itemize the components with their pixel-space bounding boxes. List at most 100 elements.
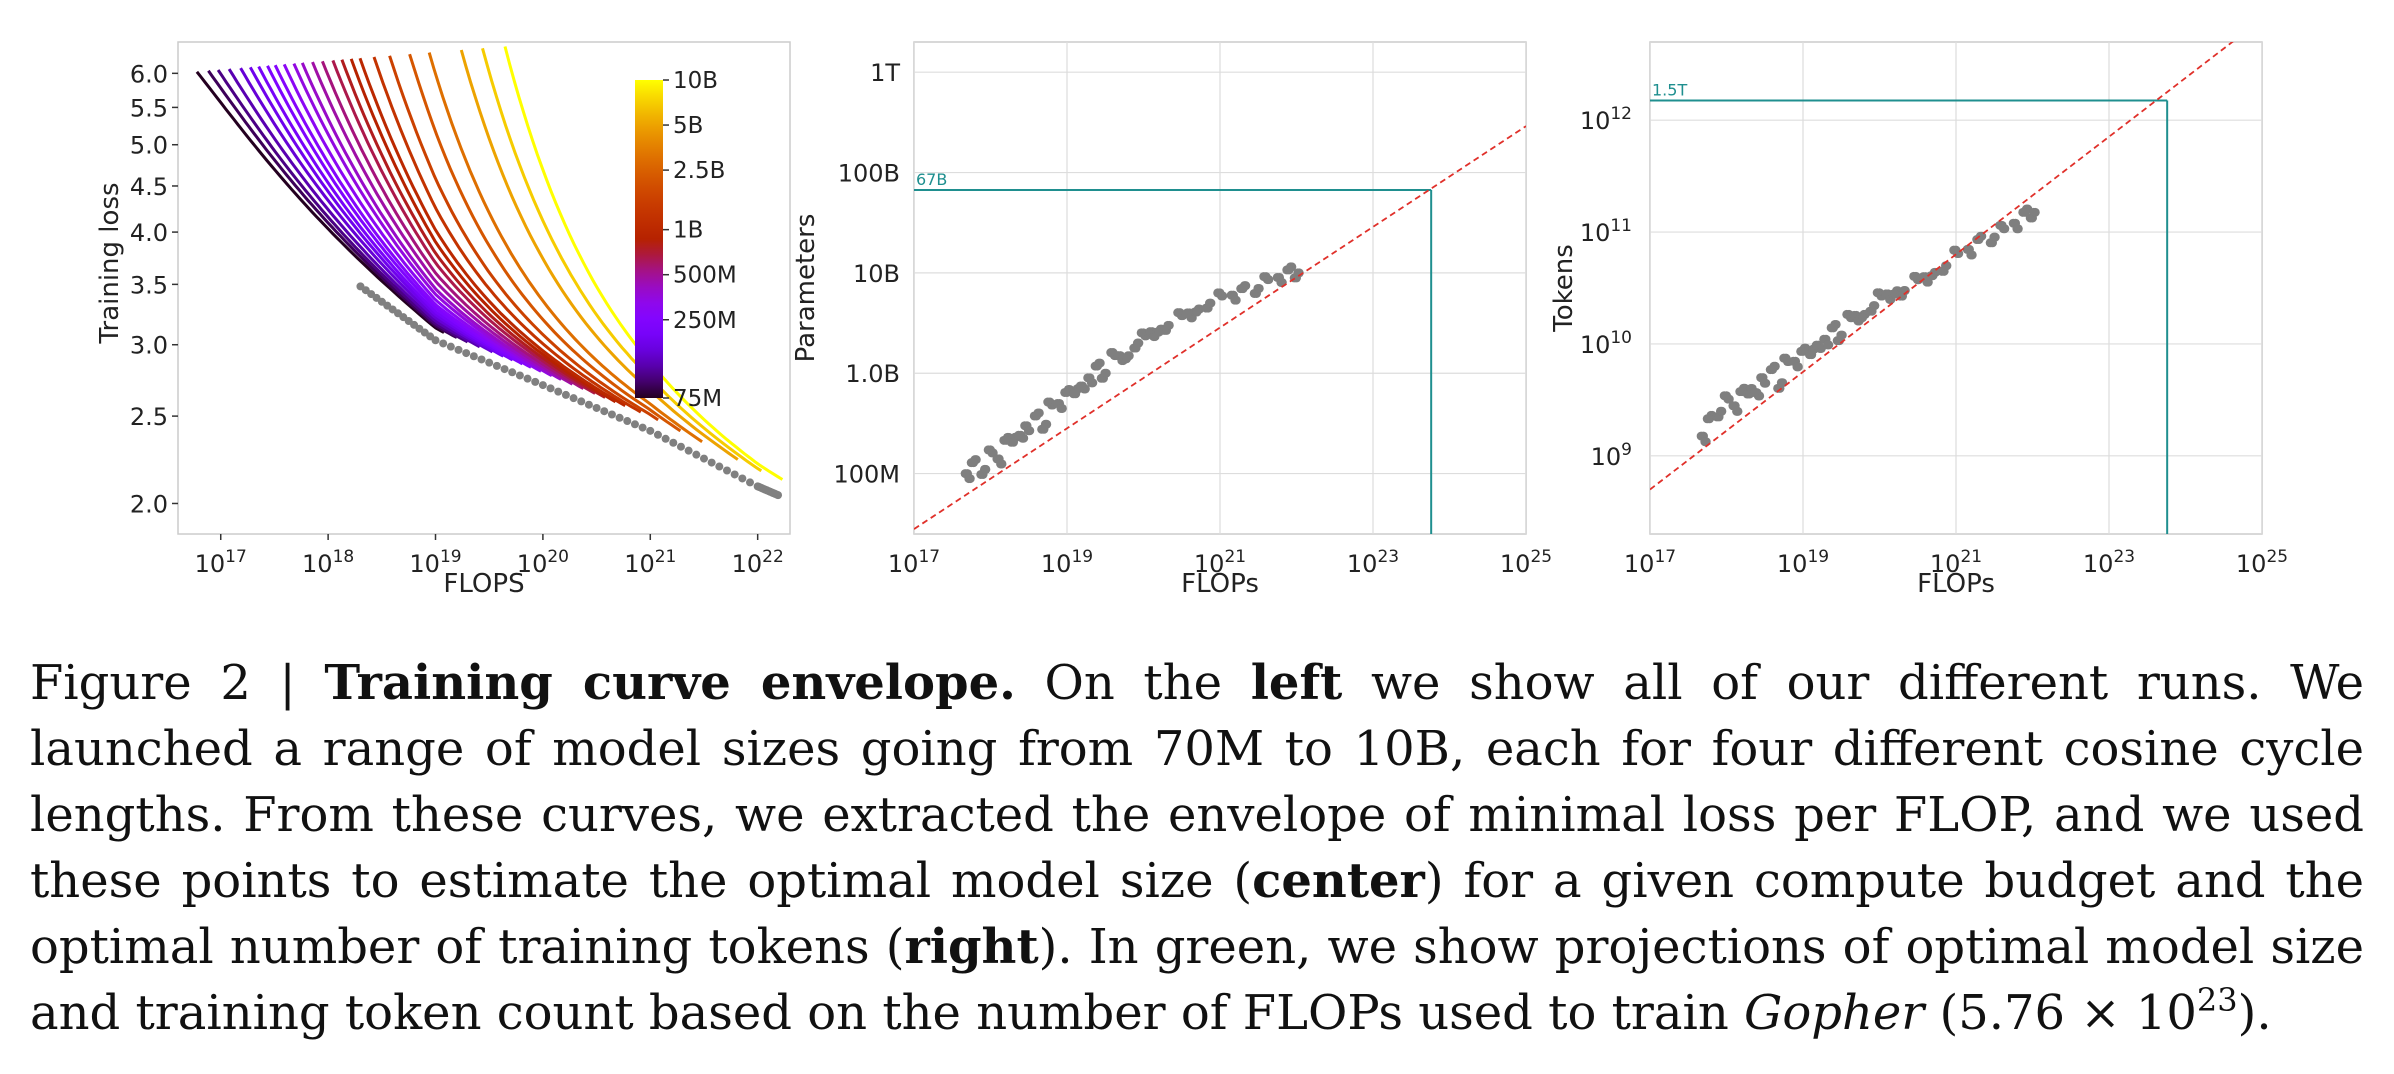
right-point	[1858, 313, 1868, 323]
envelope-point	[600, 407, 609, 416]
right-point	[1928, 271, 1938, 281]
envelope-point	[538, 381, 547, 390]
loss-curve-21	[427, 52, 703, 443]
loss-curve-23	[481, 47, 763, 473]
envelope-point	[469, 352, 478, 361]
envelope-point	[515, 371, 524, 380]
loss-curve-22	[459, 49, 739, 461]
center-xtick-label-3: 1023	[1347, 547, 1399, 578]
right-ytick-label-1: 1010	[1580, 328, 1632, 359]
left-xtick-label-4: 1021	[624, 547, 676, 578]
left-xtick-label-1: 1018	[302, 547, 354, 578]
envelope-point	[730, 470, 739, 479]
right-ytick-label-0: 109	[1591, 440, 1632, 471]
colorbar-tick-label-3: 1B	[673, 218, 703, 244]
center-point	[1106, 348, 1116, 358]
right-y-axis-label: Tokens	[1549, 244, 1579, 333]
right-plot-content	[1650, 42, 2262, 534]
center-points	[960, 262, 1304, 484]
right-point	[1872, 288, 1882, 298]
right-point	[1822, 340, 1832, 350]
right-point	[1842, 309, 1852, 319]
right-ytick-label-2: 1011	[1580, 216, 1632, 247]
envelope-point	[630, 420, 639, 429]
envelope-point	[653, 430, 662, 439]
center-point	[1042, 419, 1052, 429]
colorbar-tick-label-4: 500M	[673, 263, 737, 289]
center-point	[996, 459, 1006, 469]
center-point	[1056, 403, 1066, 413]
center-point	[1164, 320, 1174, 330]
center-point	[1101, 368, 1111, 378]
right-point	[1909, 271, 1919, 281]
caption-right: right	[904, 919, 1039, 975]
center-point	[1086, 378, 1096, 388]
right-xtick-label-4: 1025	[2236, 547, 2288, 578]
envelope-point	[722, 466, 731, 475]
right-point	[1759, 378, 1769, 388]
loss-curve-8	[273, 64, 532, 369]
loss-curve-13	[321, 60, 585, 390]
left-xtick-label-3: 1020	[517, 547, 569, 578]
envelope-point	[707, 458, 716, 467]
center-point	[1136, 328, 1146, 338]
center-point	[1134, 338, 1144, 348]
envelope-point	[715, 462, 724, 471]
caption-left: left	[1250, 655, 1343, 711]
caption-text-3: ) for a given compute budget and the opt…	[30, 853, 2364, 975]
caption-title: Training curve envelope.	[324, 655, 1016, 711]
right-point	[1792, 362, 1802, 372]
envelope-point	[684, 446, 693, 455]
center-point	[981, 464, 991, 474]
envelope-point	[623, 417, 632, 426]
colorbar-tick-label-2: 2.5B	[673, 158, 725, 184]
center-ytick-label-4: 1T	[870, 59, 900, 87]
right-point	[1719, 391, 1729, 401]
envelope-point	[531, 377, 540, 386]
right-fit-line	[1650, 42, 2234, 491]
envelope-point	[661, 434, 670, 443]
right-xtick-label-2: 1021	[1930, 547, 1982, 578]
caption-gopher: Gopher	[1743, 985, 1925, 1041]
envelope-point	[554, 387, 563, 396]
envelope-point	[446, 342, 455, 351]
center-point	[1173, 308, 1183, 318]
loss-curve-3	[227, 68, 481, 349]
center-point	[1254, 283, 1264, 293]
right-point	[1990, 232, 2000, 242]
colorbar-tick-label-6: 75M	[673, 386, 722, 412]
right-ytick-label-3: 1012	[1580, 104, 1632, 135]
envelope-point	[462, 349, 471, 358]
center-point	[964, 474, 974, 484]
envelope-point	[638, 423, 647, 432]
loss-curve-18	[372, 56, 642, 414]
right-point	[1705, 414, 1715, 424]
center-xtick-label-0: 1017	[888, 547, 940, 578]
envelope-point	[646, 426, 655, 435]
left-ytick-label-1: 2.5	[130, 403, 168, 431]
envelope-point	[492, 361, 501, 370]
right-point	[1966, 250, 1976, 260]
center-point	[1032, 411, 1042, 421]
center-ytick-label-2: 10B	[853, 260, 900, 288]
right-x-axis-label: FLOPs	[1917, 569, 1995, 599]
envelope-point	[546, 384, 555, 393]
left-x-axis-label: FLOPS	[443, 569, 524, 599]
center-point	[1284, 265, 1294, 275]
right-point	[1811, 340, 1821, 350]
center-ytick-label-0: 100M	[833, 461, 900, 489]
envelope-point	[431, 336, 440, 345]
envelope-point	[692, 450, 701, 459]
right-point	[1870, 301, 1880, 311]
right-points	[1696, 204, 2040, 447]
right-point	[1942, 261, 1952, 271]
center-ytick-label-3: 100B	[838, 160, 900, 188]
envelope-point	[500, 365, 509, 374]
envelope-point	[508, 368, 517, 377]
envelope-point	[738, 474, 747, 483]
center-x-axis-label: FLOPs	[1181, 569, 1259, 599]
envelope-point	[676, 442, 685, 451]
envelope-point	[577, 397, 586, 406]
colorbar-tick-label-1: 5B	[673, 113, 703, 139]
caption-text-4: ). In green, we show projections of opti…	[30, 919, 2364, 1041]
